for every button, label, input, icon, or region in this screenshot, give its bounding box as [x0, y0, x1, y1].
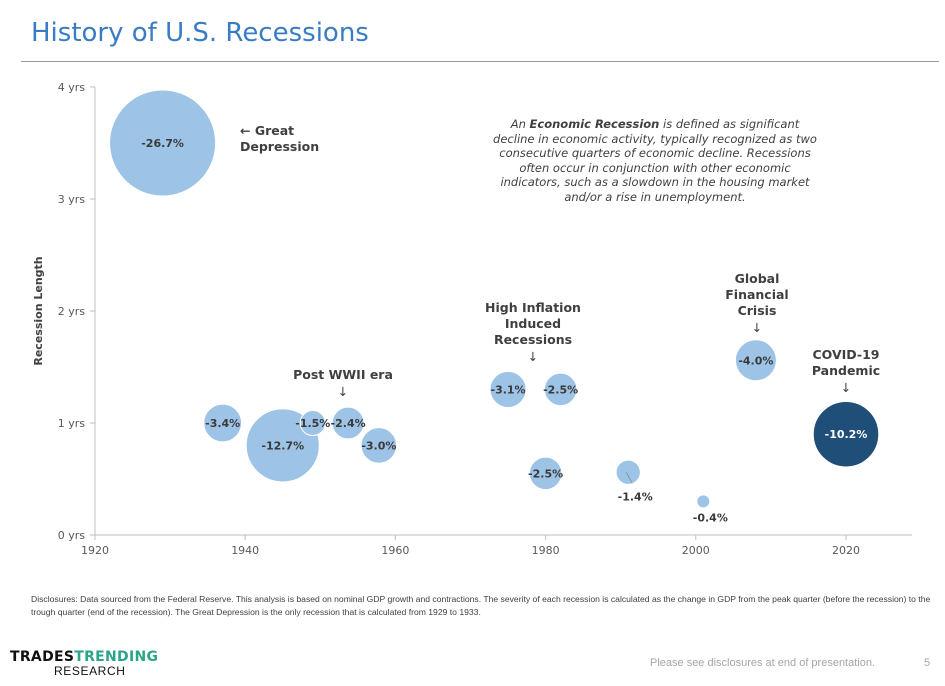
bubble-label: -0.4%: [693, 511, 728, 524]
bubble-circle: [812, 400, 880, 468]
y-tick-label: 2 yrs: [58, 305, 86, 318]
down-arrow-icon: ↓: [752, 320, 762, 335]
bubble-label: -3.1%: [491, 383, 526, 396]
y-tick-label: 0 yrs: [58, 529, 86, 542]
bubble: -2.5%: [543, 372, 578, 407]
company-logo: TRADESTRENDING RESEARCH: [10, 650, 158, 678]
bubble-circle: [543, 372, 578, 407]
bubble-label: -26.7%: [141, 137, 184, 150]
annotation-text: Crisis: [738, 303, 777, 318]
bubble-circle: [203, 403, 243, 443]
bubble: -0.4%: [693, 494, 728, 524]
x-tick-label: 2020: [832, 544, 860, 557]
y-axis-title: Recession Length: [32, 256, 45, 365]
bubble-circle: [331, 406, 365, 440]
bubble-label: -4.0%: [738, 354, 773, 367]
recession-definition: An Economic Recession is defined as sign…: [490, 117, 820, 205]
definition-prefix: An: [510, 117, 530, 131]
bubble-label: -12.7%: [261, 439, 304, 452]
bubble-label: -2.5%: [528, 467, 563, 480]
bubble: -4.0%: [734, 339, 777, 382]
annotation-text: Global: [735, 271, 780, 286]
bubble: -1.5%: [295, 409, 330, 437]
annotation-text: Induced: [505, 316, 561, 331]
definition-body: is defined as significant decline in eco…: [493, 117, 817, 204]
bubble-circle: [696, 494, 711, 509]
title-divider: [21, 61, 939, 62]
y-tick-label: 1 yrs: [58, 417, 86, 430]
bubble-circle: [360, 427, 398, 464]
logo-trending: TRENDING: [74, 649, 159, 665]
annotation-text: Depression: [240, 139, 319, 154]
footer-disclosure-note: Please see disclosures at end of present…: [650, 657, 876, 669]
bubble-label: -2.5%: [543, 383, 578, 396]
bubble-circle: [528, 456, 563, 491]
annotation-text: Financial: [725, 287, 788, 302]
page-number: 5: [924, 657, 931, 669]
bubble: -1.4%: [615, 459, 653, 503]
down-arrow-icon: ↓: [841, 380, 851, 395]
bubble-circle: [734, 339, 777, 382]
bubble: -3.0%: [360, 427, 398, 464]
annotation-text: Recessions: [494, 332, 572, 347]
bubble-circle: [615, 459, 641, 485]
x-tick-label: 1980: [532, 544, 560, 557]
y-tick-label: 3 yrs: [58, 193, 86, 206]
bubble-circle: [299, 409, 326, 437]
annotation: Post WWII era ↓: [293, 367, 393, 399]
bubble: -26.7%: [109, 89, 217, 197]
annotation-text: Pandemic: [812, 363, 880, 378]
label-leader-line: [625, 472, 633, 484]
bubble-chart: 0 yrs 1 yrs 2 yrs 3 yrs 4 yrs 1920 1940 1960 198…: [32, 81, 912, 557]
logo-trades: TRADES: [10, 649, 75, 665]
bubble: -3.1%: [489, 370, 527, 408]
logo-research: RESEARCH: [54, 664, 126, 678]
bubble-label: -1.4%: [618, 490, 653, 503]
x-tick-label: 1940: [231, 544, 259, 557]
x-tick-label: 2000: [682, 544, 710, 557]
annotation-text: Post WWII era: [293, 367, 393, 382]
bubble-circle: [109, 89, 217, 197]
bubble-label: -1.5%: [295, 417, 330, 430]
bubble: -3.4%: [203, 403, 243, 443]
x-tick-label: 1960: [381, 544, 409, 557]
annotation-text: ← Great: [240, 123, 294, 138]
bubble-label: -3.0%: [361, 439, 396, 452]
bubble: -10.2%: [812, 400, 880, 468]
definition-term: Economic Recession: [529, 117, 660, 131]
bubble: -2.4%: [331, 406, 366, 440]
disclosures-text: Disclosures: Data sourced from the Feder…: [31, 594, 931, 617]
down-arrow-icon: ↓: [528, 349, 538, 364]
bubble: -2.5%: [528, 456, 563, 491]
x-tick-label: 1920: [81, 544, 109, 557]
bubble-label: -10.2%: [825, 428, 868, 441]
chart-bubbles: -26.7% -3.4% -12.7% -1.5% -2.4% -3.0% -3.1% -2.…: [109, 89, 880, 524]
down-arrow-icon: ↓: [338, 384, 348, 399]
annotation-text: High Inflation: [485, 300, 581, 315]
chart-axes: 0 yrs 1 yrs 2 yrs 3 yrs 4 yrs 1920 1940 1960 198…: [32, 81, 912, 557]
bubble-label: -3.4%: [205, 417, 240, 430]
slide-title: History of U.S. Recessions: [31, 18, 369, 48]
bubble-label: -2.4%: [331, 417, 366, 430]
bubble-circle: [489, 370, 527, 408]
annotation-text: COVID-19: [813, 347, 880, 362]
y-tick-label: 4 yrs: [58, 81, 86, 94]
